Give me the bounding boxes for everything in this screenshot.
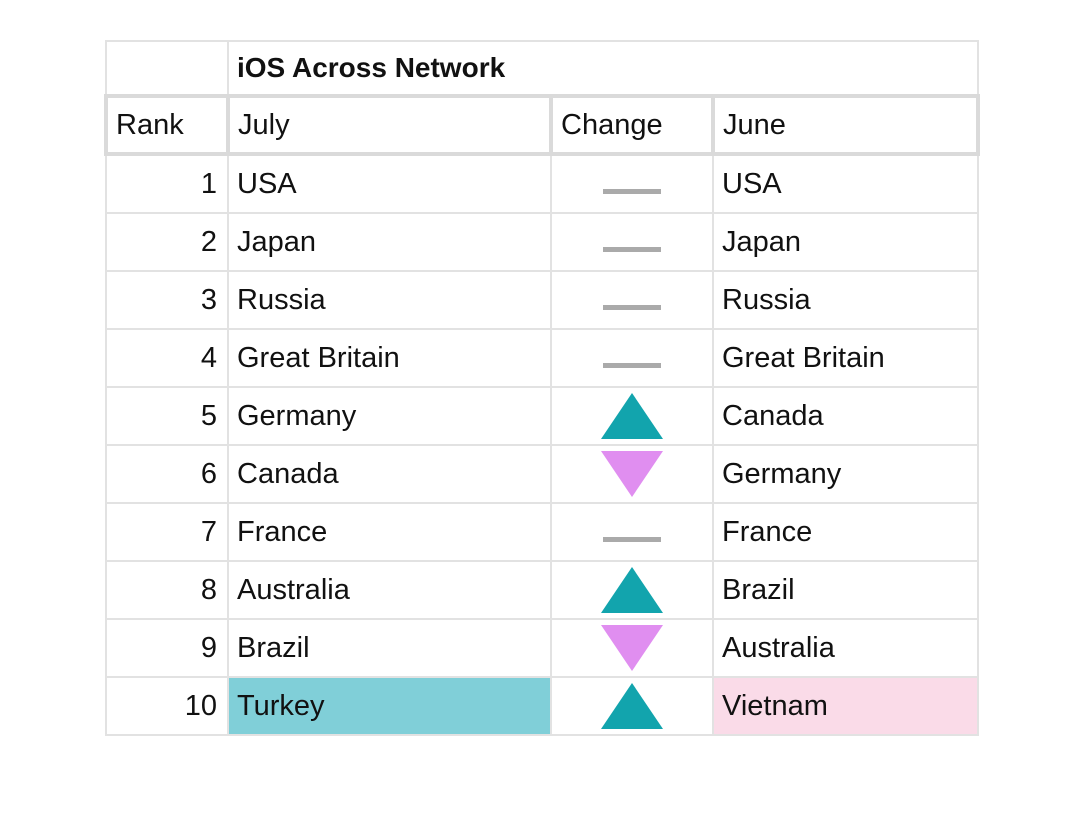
rank-up-triangle-icon [601,567,663,613]
header-row: Rank July Change June [104,94,980,156]
june-country-cell: Canada [712,386,979,446]
july-country-cell: USA [227,153,552,214]
change-cell [550,386,714,446]
header-change: Change [549,94,715,156]
header-rank: Rank [104,94,230,156]
table-row: 1 USA USA [105,153,979,214]
table-row: 6 Canada Germany [105,444,979,504]
july-country-cell: Canada [227,444,552,504]
july-country-cell-highlighted: Turkey [227,676,552,736]
rank-down-triangle-icon [601,451,663,497]
change-cell [550,212,714,272]
rank-up-triangle-icon [601,683,663,729]
rank-up-triangle-icon [601,393,663,439]
table-row: 4 Great Britain Great Britain [105,328,979,388]
no-change-dash-icon [603,537,661,543]
title-corner-cell [105,40,229,97]
no-change-dash-icon [603,305,661,311]
header-june: June [711,94,980,156]
no-change-dash-icon [603,247,661,253]
table-row: 9 Brazil Australia [105,618,979,678]
table-body: iOS Across Network Rank July Change June… [104,40,980,736]
table-title: iOS Across Network [227,40,979,97]
june-country-cell: France [712,502,979,562]
table-row: 10 Turkey Vietnam [105,676,979,736]
rank-down-triangle-icon [601,625,663,671]
june-country-cell: Japan [712,212,979,272]
table-row: 2 Japan Japan [105,212,979,272]
no-change-dash-icon [603,189,661,195]
rank-cell: 10 [105,676,229,736]
ranking-table: iOS Across Network Rank July Change June… [104,40,980,736]
rank-cell: 7 [105,502,229,562]
july-country-cell: Russia [227,270,552,330]
header-july: July [226,94,553,156]
july-country-cell: Australia [227,560,552,620]
june-country-cell: Great Britain [712,328,979,388]
change-cell [550,328,714,388]
change-cell [550,270,714,330]
july-country-cell: France [227,502,552,562]
table-row: 3 Russia Russia [105,270,979,330]
june-country-cell: Russia [712,270,979,330]
june-country-cell: Australia [712,618,979,678]
rank-cell: 4 [105,328,229,388]
table-row: 8 Australia Brazil [105,560,979,620]
june-country-cell-highlighted: Vietnam [712,676,979,736]
rank-cell: 9 [105,618,229,678]
rank-cell: 1 [105,153,229,214]
change-cell [550,618,714,678]
june-country-cell: USA [712,153,979,214]
rank-cell: 3 [105,270,229,330]
july-country-cell: Japan [227,212,552,272]
rank-cell: 2 [105,212,229,272]
change-cell [550,444,714,504]
table-row: 7 France France [105,502,979,562]
july-country-cell: Brazil [227,618,552,678]
july-country-cell: Great Britain [227,328,552,388]
july-country-cell: Germany [227,386,552,446]
rank-cell: 6 [105,444,229,504]
change-cell [550,560,714,620]
change-cell [550,153,714,214]
table-row: 5 Germany Canada [105,386,979,446]
change-cell [550,502,714,562]
rank-cell: 8 [105,560,229,620]
change-cell [550,676,714,736]
title-row: iOS Across Network [105,40,979,97]
no-change-dash-icon [603,363,661,369]
rank-cell: 5 [105,386,229,446]
june-country-cell: Brazil [712,560,979,620]
june-country-cell: Germany [712,444,979,504]
